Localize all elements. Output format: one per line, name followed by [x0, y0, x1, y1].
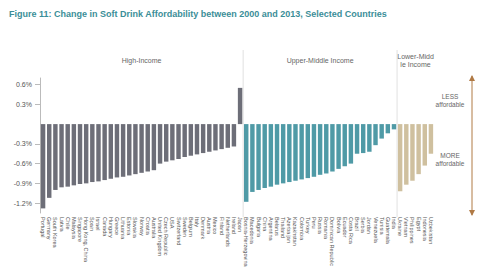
svg-text:Costa Rica: Costa Rica	[348, 217, 354, 245]
svg-text:-0.9%: -0.9%	[14, 180, 32, 187]
svg-text:-0.3%: -0.3%	[14, 140, 32, 147]
svg-text:Turkey: Turkey	[305, 217, 311, 234]
svg-text:Lower-Midd: Lower-Midd	[397, 53, 434, 60]
svg-text:0.6%: 0.6%	[16, 81, 32, 88]
svg-text:Greece: Greece	[114, 217, 120, 235]
svg-text:Hong Kong, China: Hong Kong, China	[83, 217, 89, 263]
svg-text:Ireland: Ireland	[231, 217, 237, 234]
svg-text:Peru: Peru	[311, 217, 317, 229]
svg-text:Vietnam: Vietnam	[403, 217, 409, 237]
svg-text:Sweden: Sweden	[182, 217, 188, 237]
svg-text:Austria: Austria	[206, 217, 212, 235]
svg-text:Egypt: Egypt	[416, 217, 422, 232]
svg-text:Serbia: Serbia	[360, 217, 366, 234]
svg-text:Guatemala: Guatemala	[385, 217, 391, 245]
svg-text:Chile: Chile	[65, 217, 71, 230]
svg-text:Mexico: Mexico	[212, 217, 218, 234]
svg-text:Bulgaria: Bulgaria	[256, 217, 262, 238]
svg-text:Thailand: Thailand	[280, 217, 286, 238]
svg-text:Tunisia: Tunisia	[379, 217, 385, 235]
svg-text:High-Income: High-Income	[122, 57, 162, 65]
svg-text:Singapore: Singapore	[77, 217, 83, 242]
svg-text:Belarus: Belarus	[274, 217, 280, 236]
svg-text:Malaysia: Malaysia	[71, 217, 77, 240]
svg-text:Estonia: Estonia	[126, 217, 132, 236]
svg-text:Israel: Israel	[95, 217, 101, 230]
svg-text:Uzbekistan: Uzbekistan	[428, 217, 434, 244]
svg-text:Upper-Middle Income: Upper-Middle Income	[287, 57, 354, 65]
svg-text:Australia: Australia	[151, 217, 157, 239]
svg-text:Venezuela: Venezuela	[373, 217, 379, 244]
svg-text:affordable: affordable	[436, 101, 465, 108]
svg-text:United Kingdom: United Kingdom	[157, 217, 163, 257]
svg-text:Dominican Republic: Dominican Republic	[329, 217, 335, 266]
svg-text:Finland: Finland	[219, 217, 225, 235]
svg-text:USA: USA	[169, 217, 175, 229]
svg-text:Romania: Romania	[323, 217, 329, 240]
svg-text:-0.6%: -0.6%	[14, 160, 32, 167]
svg-text:Netherlands: Netherlands	[225, 217, 231, 247]
svg-text:Jordan: Jordan	[366, 217, 372, 234]
svg-text:Canada: Canada	[102, 217, 108, 237]
svg-text:Lithuania: Lithuania	[120, 217, 126, 240]
svg-text:Indonesia: Indonesia	[422, 217, 428, 242]
svg-text:Russia: Russia	[317, 217, 323, 235]
svg-text:Czech Republic: Czech Republic	[163, 217, 169, 256]
svg-text:South Korea: South Korea	[52, 217, 58, 249]
svg-text:Bolivia: Bolivia	[336, 217, 342, 234]
svg-text:affordable: affordable	[436, 160, 465, 167]
svg-text:Ukraine: Ukraine	[397, 217, 403, 236]
svg-text:Croatia: Croatia	[145, 217, 151, 236]
svg-text:le Income: le Income	[400, 61, 430, 68]
svg-text:Hungary: Hungary	[108, 217, 114, 238]
svg-text:Switzerland: Switzerland	[176, 217, 182, 245]
svg-text:China: China	[262, 217, 268, 232]
svg-text:LESS: LESS	[442, 93, 459, 100]
svg-text:Portugal: Portugal	[40, 217, 46, 238]
svg-text:Argentina: Argentina	[268, 217, 274, 241]
svg-text:Italy: Italy	[194, 217, 200, 227]
svg-text:Bosnia-Herzegovina: Bosnia-Herzegovina	[243, 217, 249, 267]
svg-text:Brazil: Brazil	[354, 217, 360, 231]
svg-text:Figure 11: Change in Soft Drin: Figure 11: Change in Soft Drink Affordab…	[9, 9, 387, 19]
svg-text:MORE: MORE	[440, 152, 460, 159]
svg-text:Macedonia: Macedonia	[249, 217, 255, 245]
svg-text:0.3%: 0.3%	[16, 101, 32, 108]
svg-text:Colombia: Colombia	[299, 217, 305, 241]
svg-text:Denmark: Denmark	[200, 217, 206, 240]
svg-text:Spain: Spain	[89, 217, 95, 231]
svg-text:Norway: Norway	[139, 217, 145, 236]
svg-text:Kazakhstan: Kazakhstan	[292, 217, 298, 246]
svg-text:India: India	[391, 217, 397, 230]
svg-text:Belgium: Belgium	[188, 217, 194, 237]
svg-text:Germany: Germany	[46, 217, 52, 240]
svg-text:Ecuador: Ecuador	[342, 217, 348, 238]
svg-text:Azerbaijan: Azerbaijan	[286, 217, 292, 243]
svg-text:-1.2%: -1.2%	[14, 200, 32, 207]
svg-text:Slovakia: Slovakia	[132, 217, 138, 239]
svg-text:Philippines: Philippines	[409, 217, 415, 244]
svg-text:Latvia: Latvia	[59, 217, 65, 233]
svg-text:Japan: Japan	[237, 217, 243, 232]
